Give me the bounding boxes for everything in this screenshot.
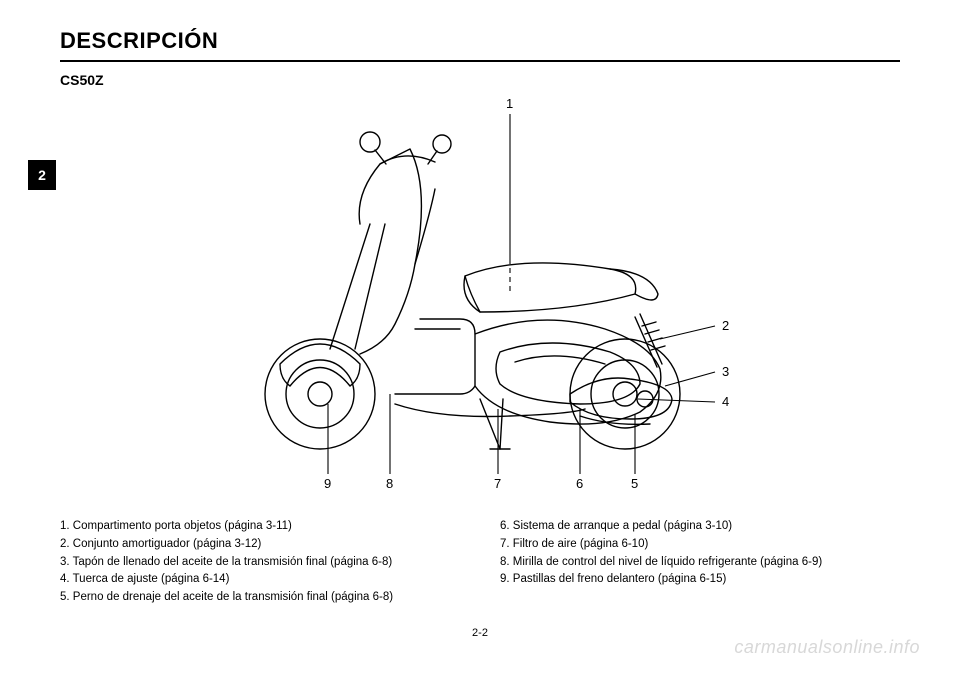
callout-4: 4 [722,394,729,409]
page: DESCRIPCIÓN CS50Z 2 [0,0,960,700]
legend-item: 2. Conjunto amortiguador (página 3-12) [60,536,460,554]
legend-columns: 1. Compartimento porta objetos (página 3… [60,518,900,607]
watermark: carmanualsonline.info [734,637,920,658]
legend-right: 6. Sistema de arranque a pedal (página 3… [500,518,900,607]
legend-item: 4. Tuerca de ajuste (página 6-14) [60,571,460,589]
legend-item: 8. Mirilla de control del nivel de líqui… [500,554,900,572]
legend-item: 6. Sistema de arranque a pedal (página 3… [500,518,900,536]
chapter-tab: 2 [28,160,56,190]
callout-1: 1 [506,96,513,111]
callout-3: 3 [722,364,729,379]
callout-7: 7 [494,476,501,491]
legend-item: 3. Tapón de llenado del aceite de la tra… [60,554,460,572]
legend-item: 5. Perno de drenaje del aceite de la tra… [60,589,460,607]
callout-8: 8 [386,476,393,491]
callout-6: 6 [576,476,583,491]
horizontal-rule [60,60,900,62]
legend-item: 9. Pastillas del freno delantero (página… [500,571,900,589]
scooter-diagram [210,94,750,494]
page-title: DESCRIPCIÓN [60,28,900,54]
callout-9: 9 [324,476,331,491]
model-subheading: CS50Z [60,72,900,88]
figure-area: 1 2 3 4 5 6 7 8 9 [60,94,900,494]
legend-item: 1. Compartimento porta objetos (página 3… [60,518,460,536]
legend-item: 7. Filtro de aire (página 6-10) [500,536,900,554]
legend-left: 1. Compartimento porta objetos (página 3… [60,518,460,607]
callout-2: 2 [722,318,729,333]
figure: 1 2 3 4 5 6 7 8 9 [210,94,750,494]
callout-5: 5 [631,476,638,491]
